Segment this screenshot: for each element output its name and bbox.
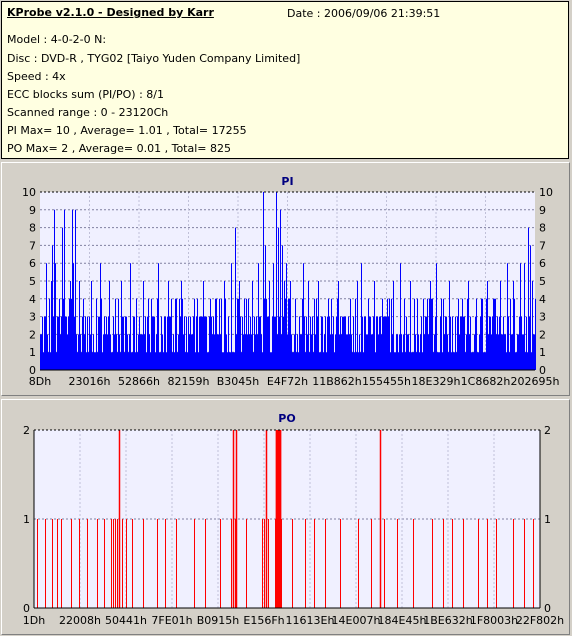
x-tick-label: E156Fh [243,614,284,627]
x-tick-label: B3045h [217,375,260,388]
x-tick-label: 23016h [69,375,111,388]
x-tick-label: 202695h [511,375,560,388]
y-tick-label-right: 0 [539,364,546,377]
y-tick-label-right: 7 [539,239,546,252]
y-tick-label-right: 3 [539,311,546,324]
y-tick-label-left: 2 [29,328,36,341]
x-tick-label: 184E45h [378,614,427,627]
pi-chart-title: PI [281,175,293,188]
y-tick-label-left: 4 [29,293,36,306]
y-tick-label-right: 4 [539,293,546,306]
x-tick-label: E4F72h [267,375,308,388]
y-tick-label-left: 0 [29,364,36,377]
x-tick-label: 82159h [168,375,210,388]
y-tick-label-left: 10 [22,186,36,199]
range-line: Scanned range : 0 - 23120Ch [7,106,169,119]
info-panel: KProbe v2.1.0 - Designed by Karr Date : … [1,1,569,159]
y-tick-label-right: 10 [539,186,553,199]
y-tick-label-right: 1 [539,346,546,359]
y-tick-label-right: 2 [539,328,546,341]
x-tick-label: 50441h [105,614,147,627]
y-tick-label-left: 3 [29,311,36,324]
x-tick-label: 18E329h [412,375,461,388]
y-tick-label-left: 1 [23,513,30,526]
pi-chart-panel: 0 0 1 1 2 2 3 3 4 4 5 5 6 6 7 7 8 8 9 9 10 10 8Dh 23016h 52866h 8… [1,162,570,396]
y-tick-label-right: 2 [544,424,551,437]
ecc-line: ECC blocks sum (PI/PO) : 8/1 [7,88,164,101]
y-tick-label-left: 9 [29,204,36,217]
x-tick-label: 52866h [118,375,160,388]
y-tick-label-left: 1 [29,346,36,359]
x-tick-label: 8Dh [29,375,51,388]
x-tick-label: 7FE01h [151,614,192,627]
scan-date: Date : 2006/09/06 21:39:51 [287,7,441,20]
y-tick-label-right: 0 [544,602,551,615]
pi-summary-line: PI Max= 10 , Average= 1.01 , Total= 1725… [7,124,247,137]
x-tick-label: B0915h [197,614,240,627]
speed-line: Speed : 4x [7,70,66,83]
x-tick-label: 11B862h [312,375,362,388]
x-tick-label: 1Dh [23,614,45,627]
disc-line: Disc : DVD-R , TYG02 [Taiyo Yuden Compan… [7,52,301,65]
y-tick-label-right: 9 [539,204,546,217]
po-summary-line: PO Max= 2 , Average= 0.01 , Total= 825 [7,142,231,155]
y-tick-label-left: 8 [29,222,36,235]
x-tick-label: 1C8682h [461,375,511,388]
y-tick-label-left: 6 [29,257,36,270]
y-tick-label-right: 8 [539,222,546,235]
po-chart-panel: 0 0 1 1 2 2 1Dh 22008h 50441h 7FE01h B0915h E156Fh 1… [1,399,570,635]
x-tick-label: 1F8003h [470,614,518,627]
x-tick-label: 11613Eh [286,614,335,627]
app-title: KProbe v2.1.0 - Designed by Karr [7,6,214,19]
pi-chart: 0 0 1 1 2 2 3 3 4 4 5 5 6 6 7 7 8 8 9 9 10 10 8Dh 23016h 52866h 8… [22,175,560,388]
y-tick-label-right: 1 [544,513,551,526]
y-tick-label-left: 2 [23,424,30,437]
pi-bars [40,192,536,370]
y-tick-label-left: 5 [29,275,36,288]
y-tick-label-left: 7 [29,239,36,252]
x-tick-label: 14E007h [332,614,381,627]
y-tick-label-left: 0 [23,602,30,615]
x-tick-label: 1BE632h [423,614,472,627]
po-bars [37,430,534,608]
model-line: Model : 4-0-2-0 N: [7,33,107,46]
x-tick-label: 155455h [362,375,411,388]
y-tick-label-right: 6 [539,257,546,270]
x-tick-label: 22F802h [516,614,564,627]
po-chart-title: PO [278,412,295,425]
y-tick-label-right: 5 [539,275,546,288]
x-tick-label: 22008h [59,614,101,627]
